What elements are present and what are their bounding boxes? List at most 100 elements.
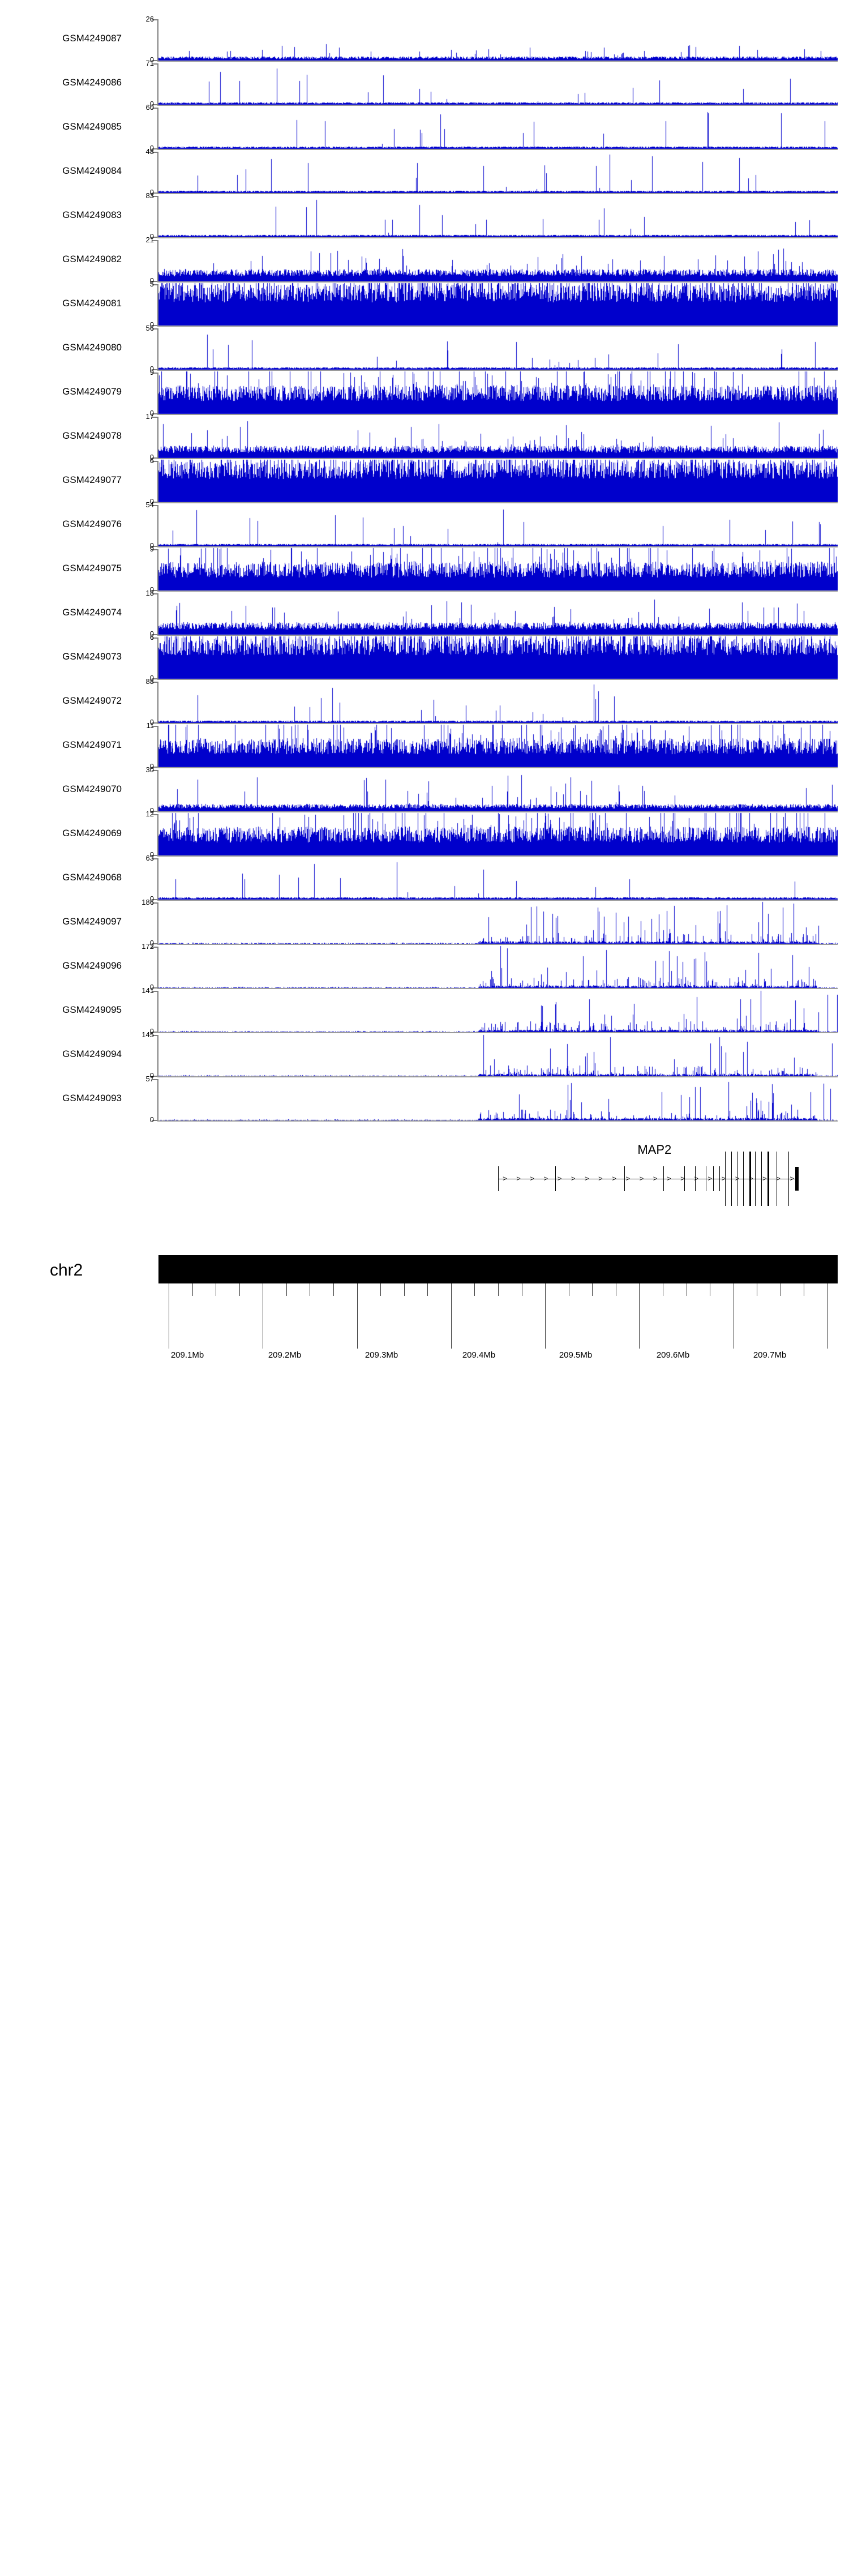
y-axis-line [157, 726, 158, 767]
y-axis-line [157, 814, 158, 855]
y-axis-min-label: 0 [149, 541, 154, 550]
y-axis-max-cap [152, 1035, 158, 1036]
coverage-track[interactable]: GSM4249079 9 0 [0, 369, 849, 417]
coverage-plot-area[interactable] [158, 944, 838, 989]
coverage-histogram [158, 194, 838, 238]
track-y-axis: 60 0 [136, 104, 164, 152]
coverage-plot-area[interactable] [158, 61, 838, 105]
coverage-plot-area[interactable] [158, 414, 838, 459]
coverage-track[interactable]: GSM4249084 48 0 [0, 148, 849, 196]
coverage-track[interactable]: GSM4249095 141 0 [0, 987, 849, 1035]
coverage-plot-area[interactable] [158, 1077, 838, 1121]
coverage-track[interactable]: GSM4249083 83 0 [0, 192, 849, 241]
y-axis-max-cap [152, 682, 158, 683]
track-sample-label: GSM4249070 [62, 784, 122, 794]
y-axis-min-cap [152, 767, 158, 768]
coverage-track[interactable]: GSM4249080 56 0 [0, 324, 849, 373]
y-axis-line [157, 240, 158, 281]
coverage-track[interactable]: GSM4249076 54 0 [0, 501, 849, 550]
y-axis-line [157, 1035, 158, 1076]
coverage-plot-area[interactable] [158, 856, 838, 900]
coverage-histogram [158, 414, 838, 459]
coverage-track[interactable]: GSM4249093 57 0 [0, 1075, 849, 1123]
y-axis-line [157, 108, 158, 148]
gene-strand-arrow-icon: > [543, 1174, 548, 1183]
y-axis-max-cap [152, 991, 158, 992]
coverage-plot-area[interactable] [158, 591, 838, 635]
y-axis-min-cap [152, 281, 158, 282]
y-axis-line [157, 196, 158, 237]
coverage-plot-area[interactable] [158, 105, 838, 149]
coverage-plot-area[interactable] [158, 547, 838, 591]
coverage-plot-area[interactable] [158, 149, 838, 194]
y-axis-max-label: 88 [145, 677, 154, 686]
coverage-plot-area[interactable] [158, 459, 838, 503]
coverage-plot-area[interactable] [158, 900, 838, 944]
coverage-track[interactable]: GSM4249086 71 0 [0, 59, 849, 108]
y-axis-max-cap [152, 417, 158, 418]
coverage-plot-area[interactable] [158, 724, 838, 768]
y-axis-max-cap [152, 240, 158, 241]
gene-strand-arrow-icon: > [571, 1174, 576, 1183]
coverage-plot-area[interactable] [158, 326, 838, 370]
coverage-track[interactable]: GSM4249081 5 0 [0, 280, 849, 328]
coverage-track[interactable]: GSM4249074 18 0 [0, 589, 849, 637]
coverage-plot-area[interactable] [158, 238, 838, 282]
chromosome-tick [474, 1283, 475, 1296]
coverage-track[interactable]: GSM4249078 17 0 [0, 413, 849, 461]
track-sample-label: GSM4249085 [62, 121, 122, 132]
y-axis-min-label: 0 [149, 497, 154, 506]
coverage-plot-area[interactable] [158, 503, 838, 547]
chromosome-tick [639, 1283, 640, 1349]
gene-exon-mark [555, 1166, 556, 1191]
y-axis-max-cap [152, 1079, 158, 1080]
track-sample-label: GSM4249083 [62, 209, 122, 220]
chromosome-label: chr2 [50, 1261, 83, 1280]
coverage-track[interactable]: GSM4249085 60 0 [0, 104, 849, 152]
y-axis-min-cap [152, 1032, 158, 1033]
coverage-track[interactable]: GSM4249073 6 0 [0, 634, 849, 682]
coverage-track[interactable]: GSM4249070 30 0 [0, 765, 849, 814]
coverage-track[interactable]: GSM4249097 186 0 [0, 898, 849, 947]
y-axis-min-cap [152, 1120, 158, 1121]
coverage-track[interactable]: GSM4249071 11 0 [0, 722, 849, 770]
y-axis-max-label: 30 [145, 765, 154, 774]
coverage-histogram [158, 900, 838, 944]
chromosome-tick [333, 1283, 334, 1296]
coverage-track[interactable]: GSM4249096 172 0 [0, 943, 849, 991]
track-y-axis: 88 0 [136, 677, 164, 726]
coverage-plot-area[interactable] [158, 635, 838, 679]
gene-strand-arrow-icon: > [762, 1174, 767, 1183]
coverage-plot-area[interactable] [158, 194, 838, 238]
coverage-track[interactable]: GSM4249082 21 0 [0, 236, 849, 284]
gene-exon-mark [755, 1152, 756, 1206]
coverage-plot-area[interactable] [158, 679, 838, 724]
y-axis-line [157, 461, 158, 502]
coverage-track[interactable]: GSM4249068 63 0 [0, 854, 849, 902]
coverage-plot-area[interactable] [158, 989, 838, 1033]
coverage-plot-area[interactable] [158, 282, 838, 326]
y-axis-max-label: 26 [145, 15, 154, 23]
y-axis-min-label: 0 [149, 232, 154, 241]
track-sample-label: GSM4249075 [62, 563, 122, 574]
track-y-axis: 30 0 [136, 765, 164, 814]
chromosome-ideogram-bar [158, 1255, 838, 1283]
track-sample-label: GSM4249096 [62, 960, 122, 971]
coverage-track[interactable]: GSM4249077 6 0 [0, 457, 849, 506]
coverage-plot-area[interactable] [158, 17, 838, 61]
gene-strand-arrow-icon: > [516, 1174, 521, 1183]
coverage-track[interactable]: GSM4249072 88 0 [0, 677, 849, 726]
coverage-plot-area[interactable] [158, 768, 838, 812]
coverage-track[interactable]: GSM4249094 145 0 [0, 1031, 849, 1079]
coverage-plot-area[interactable] [158, 812, 838, 856]
coverage-plot-area[interactable] [158, 370, 838, 414]
chromosome-tick-label: 209.6Mb [656, 1350, 690, 1360]
coverage-plot-area[interactable] [158, 1033, 838, 1077]
coverage-track[interactable]: GSM4249075 9 0 [0, 545, 849, 593]
coverage-track[interactable]: GSM4249087 26 0 [0, 15, 849, 63]
y-axis-min-cap [152, 722, 158, 724]
y-axis-line [157, 328, 158, 369]
gene-exon-mark [713, 1166, 714, 1191]
coverage-track[interactable]: GSM4249069 12 0 [0, 810, 849, 858]
track-sample-label: GSM4249072 [62, 695, 122, 706]
